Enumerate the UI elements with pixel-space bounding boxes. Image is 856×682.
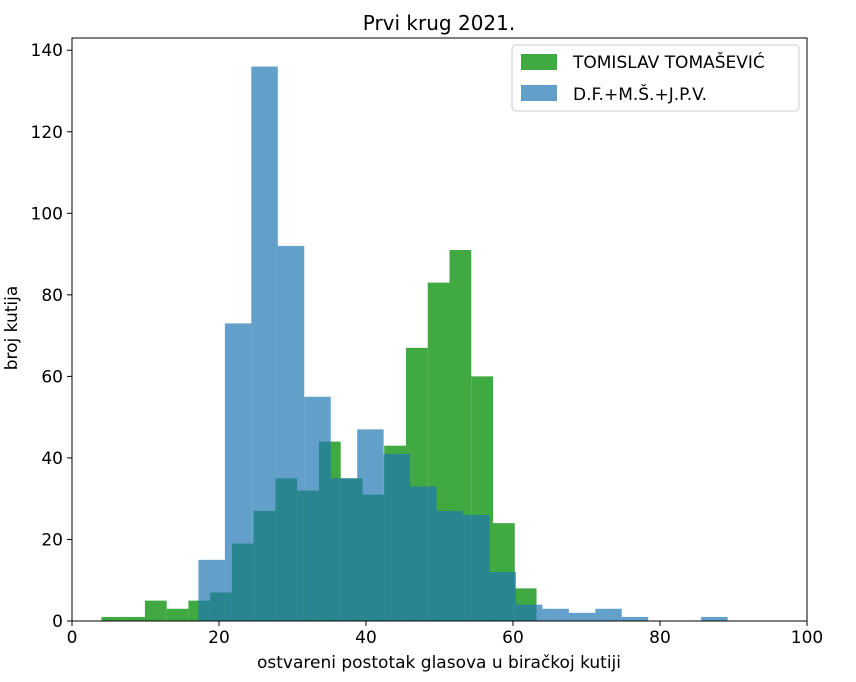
legend-swatch-tomasevic — [521, 54, 557, 70]
legend-box — [511, 44, 800, 112]
bar-tomasevic-3 — [166, 608, 189, 621]
y-axis-label: broj kutija — [2, 286, 22, 371]
legend-label-tomasevic: TOMISLAV TOMAŠEVIĆ — [572, 51, 765, 73]
bar-df-ms-jpv-10 — [463, 515, 490, 621]
bar-tomasevic-2 — [144, 600, 167, 621]
bar-df-ms-jpv-15 — [595, 608, 622, 621]
y-axis-ticks: 0 20 40 60 80 100 120 140 — [31, 41, 72, 632]
bar-df-ms-jpv-8 — [410, 486, 437, 621]
bar-df-ms-jpv-9 — [436, 510, 464, 621]
x-tick-label: 20 — [208, 628, 230, 648]
series-df-ms-jpv-bars — [198, 66, 728, 622]
x-axis-ticks: 0 20 40 60 80 100 — [67, 621, 823, 648]
x-tick-label: 40 — [355, 628, 377, 648]
x-tick-label: 80 — [649, 628, 671, 648]
bar-df-ms-jpv-7 — [383, 453, 411, 621]
y-tick-label: 80 — [41, 286, 63, 306]
bar-df-ms-jpv-5 — [330, 478, 358, 621]
y-tick-label: 140 — [31, 41, 63, 61]
bar-df-ms-jpv-4 — [304, 396, 331, 621]
plot-frame — [71, 37, 808, 622]
y-tick-label: 60 — [41, 367, 63, 387]
bar-df-ms-jpv-0 — [198, 559, 225, 621]
x-axis-label: ostvareni postotak glasova u biračkoj ku… — [257, 653, 621, 673]
bar-tomasevic-0 — [101, 616, 124, 621]
bar-tomasevic-1 — [123, 616, 145, 621]
legend-label-df-ms-jpv: D.F.+M.Š.+J.P.V. — [573, 83, 707, 105]
bar-df-ms-jpv-14 — [568, 612, 596, 621]
y-tick-label: 100 — [31, 204, 63, 224]
bar-df-ms-jpv-2 — [251, 66, 278, 622]
bar-df-ms-jpv-12 — [515, 604, 543, 621]
chart-title: Prvi krug 2021. — [363, 11, 515, 35]
x-tick-label: 100 — [791, 628, 823, 648]
y-tick-label: 120 — [31, 123, 63, 143]
x-tick-label: 0 — [67, 628, 78, 648]
bar-df-ms-jpv-1 — [224, 323, 252, 621]
bar-df-ms-jpv-11 — [489, 572, 516, 621]
y-tick-label: 40 — [41, 449, 63, 469]
bar-df-ms-jpv-6 — [357, 429, 384, 621]
y-tick-label: 0 — [52, 612, 63, 632]
bar-df-ms-jpv-13 — [542, 608, 569, 621]
y-tick-label: 20 — [41, 530, 63, 550]
bar-df-ms-jpv-3 — [277, 245, 305, 621]
bar-df-ms-jpv-16 — [621, 616, 649, 621]
x-tick-label: 60 — [502, 628, 524, 648]
legend-swatch-df-ms-jpv — [521, 85, 557, 101]
legend: TOMISLAV TOMAŠEVIĆ D.F.+M.Š.+J.P.V. — [511, 44, 800, 112]
bar-df-ms-jpv-19 — [701, 616, 728, 621]
